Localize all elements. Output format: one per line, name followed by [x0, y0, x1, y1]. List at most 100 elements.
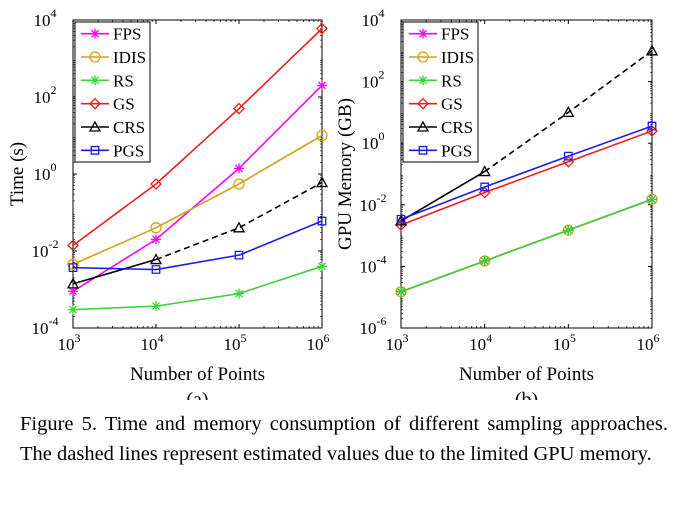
- x-axis-label: Number of Points: [130, 364, 265, 385]
- y-tick-exponent: -4: [377, 252, 387, 266]
- y-tick-exponent: 2: [51, 83, 57, 97]
- x-tick-label: 106: [637, 331, 660, 354]
- y-axis-label: Time (s): [7, 142, 28, 206]
- legend-label-crs: CRS: [113, 118, 145, 137]
- x-tick-base: 10: [386, 335, 403, 354]
- data-point-crs: [232, 221, 246, 233]
- y-tick-label: 100: [34, 160, 57, 184]
- data-point-rs: [151, 301, 161, 312]
- data-point-crs: [149, 253, 163, 265]
- y-tick-base: 10: [32, 242, 49, 261]
- data-point-crs: [645, 44, 659, 56]
- series-line-gs: [72, 27, 323, 247]
- data-point-rs: [234, 288, 244, 299]
- x-tick-label: 104: [141, 331, 164, 354]
- data-point-rs: [479, 255, 490, 266]
- data-point-crs: [66, 277, 80, 289]
- legend-label-pgs: PGS: [113, 141, 144, 160]
- x-tick-base: 10: [637, 335, 654, 354]
- y-tick-exponent: 0: [51, 160, 57, 174]
- x-tick-label: 105: [553, 331, 576, 354]
- x-tick-exponent: 3: [403, 331, 409, 345]
- legend: FPS IDIS RS GS CRS PGS: [402, 21, 479, 163]
- legend-box: [402, 21, 479, 163]
- x-tick-base: 10: [224, 335, 241, 354]
- y-tick-label: 102: [34, 83, 57, 107]
- series-line-pgs: [72, 220, 323, 271]
- series-line-dashed-crs: [155, 181, 323, 261]
- legend-marker-pgs: [418, 145, 428, 155]
- legend-label-idis: IDIS: [113, 48, 146, 67]
- x-axis-label: Number of Points: [459, 364, 594, 385]
- y-tick-base: 10: [360, 196, 377, 215]
- data-point-rs: [68, 304, 78, 315]
- series-line-crs: [72, 258, 157, 285]
- y-tick-base: 10: [34, 11, 51, 30]
- data-point-crs: [562, 106, 575, 118]
- data-point-fps: [68, 286, 78, 297]
- y-tick-base: 10: [34, 88, 51, 107]
- series-idis: [67, 129, 328, 271]
- y-tick-label: 10-6: [360, 314, 387, 338]
- figure-caption: Figure 5. Time and memory consumption of…: [20, 409, 668, 469]
- legend-marker-gs: [417, 97, 429, 110]
- legend-marker-fps: [418, 28, 428, 39]
- x-tick-exponent: 3: [75, 331, 81, 345]
- data-point-rs: [563, 225, 574, 236]
- y-tick-label: 10-2: [360, 191, 387, 215]
- data-point-pgs: [647, 121, 657, 131]
- y-tick-exponent: -4: [49, 314, 59, 328]
- legend-marker-fps: [90, 28, 100, 39]
- data-point-crs: [478, 165, 491, 177]
- y-axis-label: GPU Memory (GB): [335, 98, 356, 250]
- y-tick-base: 10: [34, 165, 51, 184]
- x-tick-exponent: 6: [654, 331, 660, 345]
- legend-label-fps: FPS: [113, 25, 141, 44]
- y-tick-base: 10: [360, 319, 377, 338]
- legend-marker-idis: [89, 51, 101, 63]
- y-tick-label: 10-2: [32, 237, 59, 261]
- legend-label-gs: GS: [441, 95, 463, 114]
- series-rs: [396, 194, 657, 297]
- legend-label-rs: RS: [113, 71, 134, 90]
- series-line-fps: [72, 84, 323, 292]
- series-pgs: [68, 216, 327, 274]
- panel-label: (a): [186, 389, 208, 400]
- series-line-rs: [400, 198, 653, 293]
- y-tick-exponent: -6: [377, 314, 387, 328]
- caption-label: Figure 5.: [20, 413, 98, 435]
- y-tick-exponent: -2: [377, 191, 387, 205]
- x-tick-label: 103: [386, 331, 409, 354]
- legend-label-idis: IDIS: [441, 48, 474, 67]
- plot-frame: [400, 19, 653, 329]
- data-point-gs: [316, 22, 328, 35]
- x-tick-label: 103: [58, 331, 81, 354]
- data-point-idis: [233, 178, 245, 190]
- series-line-gs: [400, 130, 653, 226]
- legend-label-pgs: PGS: [441, 141, 472, 160]
- data-point-pgs: [480, 182, 490, 192]
- x-tick-exponent: 6: [324, 331, 330, 345]
- x-tick-base: 10: [141, 335, 158, 354]
- y-tick-base: 10: [362, 73, 379, 92]
- x-tick-exponent: 4: [486, 331, 492, 345]
- x-tick-label: 104: [469, 331, 492, 354]
- legend-box: [74, 21, 151, 163]
- y-tick-label: 100: [362, 129, 385, 153]
- data-point-gs: [67, 239, 79, 252]
- y-tick-label: 102: [362, 68, 385, 92]
- data-point-rs: [317, 261, 327, 272]
- y-tick-label: 10-4: [360, 252, 387, 276]
- data-point-rs: [396, 286, 406, 297]
- y-tick-label: 104: [34, 6, 57, 30]
- y-tick-label: 10-4: [32, 314, 59, 338]
- data-point-gs: [233, 102, 245, 115]
- legend-marker-pgs: [90, 145, 100, 155]
- data-point-pgs: [68, 263, 78, 273]
- legend-marker-crs: [88, 120, 102, 132]
- data-point-idis: [316, 129, 328, 142]
- series-line-rs: [72, 265, 323, 311]
- legend-label-rs: RS: [441, 71, 462, 90]
- series-crs: [66, 176, 329, 289]
